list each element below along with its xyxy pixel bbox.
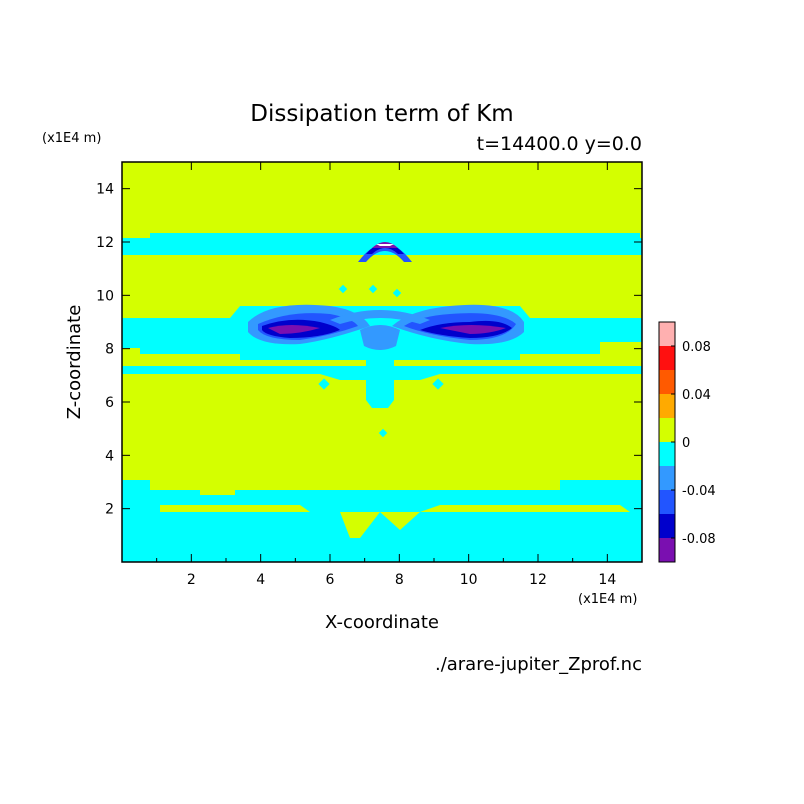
y-axis-label: Z-coordinate [64,305,85,420]
contour-blob [318,378,330,390]
chart-subtitle: t=14400.0 y=0.0 [477,133,642,155]
x-tick-label: 6 [326,572,335,588]
contour-column [366,360,394,408]
x-tick-label: 2 [187,572,196,588]
contour-arc-upper-peak [376,244,394,246]
contour-band-bottom [122,480,642,562]
colorbar-swatch [659,370,675,394]
y-tick-label: 10 [96,288,114,304]
x-tick-label: 12 [529,572,547,588]
colorbar-swatch [659,346,675,370]
y-tick-label: 14 [96,182,114,198]
chart-title: Dissipation term of Km [250,101,513,127]
contour-blob [338,284,348,294]
colorbar-swatch [659,466,675,490]
y-tick-label: 8 [105,342,114,358]
colorbar-swatch [659,418,675,442]
footer-filename: ./arare-jupiter_Zprof.nc [435,654,642,675]
contour-arc-upper [358,244,412,262]
contour-lobe-right-core [440,325,506,334]
colorbar-swatch [659,490,675,514]
contour-lobe-left-core [268,325,320,334]
colorbar-swatch [659,514,675,538]
contour-blob [432,378,444,390]
y-unit-label: (x1E4 m) [42,131,101,146]
plot-area [121,161,643,563]
colorbar-tick-label: 0.08 [682,340,711,355]
y-tick-label: 6 [105,395,114,411]
x-unit-label: (x1E4 m) [578,592,637,607]
colorbar-tick-label: 0 [682,436,690,451]
y-axis: 2 4 6 8 10 12 14 [96,182,642,518]
x-axis-label: X-coordinate [325,612,439,633]
contour-blob [392,288,402,298]
contour-center [360,325,400,350]
contour-bridge [330,310,430,324]
contour-blob [378,428,388,438]
colorbar-tick-label: -0.08 [682,532,716,547]
contour-blob [368,284,378,294]
colorbar: 0.08 0.04 0 -0.04 -0.08 [658,321,716,563]
y-tick-label: 12 [96,235,114,251]
y-tick-label: 4 [105,448,114,464]
colorbar-swatch [659,442,675,466]
x-tick-label: 14 [598,572,616,588]
x-axis: 2 4 6 8 10 12 14 [156,162,616,588]
x-tick-label: 4 [256,572,265,588]
colorbar-tick-label: -0.04 [682,484,716,499]
colorbar-swatch [659,322,675,346]
colorbar-tick-label: 0.04 [682,388,711,403]
colorbar-swatch [659,394,675,418]
contour-gap-bottom [160,505,630,538]
y-tick-label: 2 [105,502,114,518]
colorbar-swatch [659,538,675,562]
plot-frame [121,161,643,563]
x-tick-label: 8 [395,572,404,588]
x-tick-label: 10 [460,572,478,588]
